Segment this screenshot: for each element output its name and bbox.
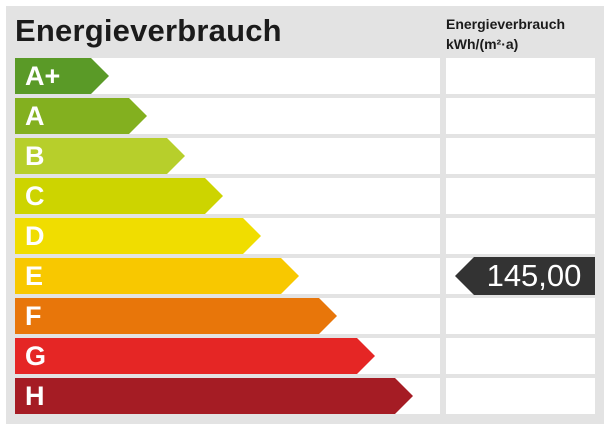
class-label: A [25, 101, 45, 131]
class-arrow-a-plus [15, 58, 109, 94]
class-label: E [25, 261, 44, 291]
class-value-cell [446, 98, 595, 134]
class-arrow-fill [15, 338, 375, 374]
class-value-cell [446, 298, 595, 334]
unit-header-line1: Energieverbrauch [446, 16, 566, 32]
energy-class-row: D [15, 218, 595, 254]
class-value-cell [446, 218, 595, 254]
class-label: H [25, 381, 45, 411]
energy-class-row: B [15, 138, 595, 174]
class-arrow-g [15, 338, 375, 374]
class-value-cell [446, 138, 595, 174]
class-arrow-a [15, 98, 147, 134]
class-label: B [25, 141, 45, 171]
class-arrow-h [15, 378, 413, 414]
class-value-cell [446, 178, 595, 214]
class-arrow-fill [15, 298, 337, 334]
energy-class-row: C [15, 178, 595, 214]
energy-class-row: A+ [15, 58, 595, 94]
unit-header-line2: kWh/(m²·a) [446, 36, 519, 52]
marker-arrow-shape [455, 257, 595, 295]
class-arrow-fill [15, 138, 185, 174]
class-label: D [25, 221, 45, 251]
class-arrow-b [15, 138, 185, 174]
class-arrow-d [15, 218, 261, 254]
class-value-cell [446, 378, 595, 414]
unit-header: Energieverbrauch kWh/(m²·a) [446, 14, 565, 54]
energy-class-row: G [15, 338, 595, 374]
energy-class-row: H [15, 378, 595, 414]
page-title: Energieverbrauch [15, 13, 282, 48]
energy-class-row: A [15, 98, 595, 134]
class-arrow-fill [15, 98, 147, 134]
class-arrow-fill [15, 218, 261, 254]
class-value-cell [446, 338, 595, 374]
class-label: F [25, 301, 42, 331]
class-arrow-fill [15, 258, 299, 294]
class-arrow-c [15, 178, 223, 214]
class-arrow-f [15, 298, 337, 334]
class-arrow-fill [15, 178, 223, 214]
class-arrow-fill [15, 378, 413, 414]
class-label: C [25, 181, 45, 211]
consumption-value: 145,00 [486, 258, 582, 293]
class-arrow-fill [15, 58, 109, 94]
class-label: A+ [25, 61, 61, 91]
class-label: G [25, 341, 47, 371]
class-value-cell [446, 58, 595, 94]
consumption-marker: 145,00 [455, 257, 595, 295]
class-arrow-e [15, 258, 299, 294]
energy-class-row: F [15, 298, 595, 334]
